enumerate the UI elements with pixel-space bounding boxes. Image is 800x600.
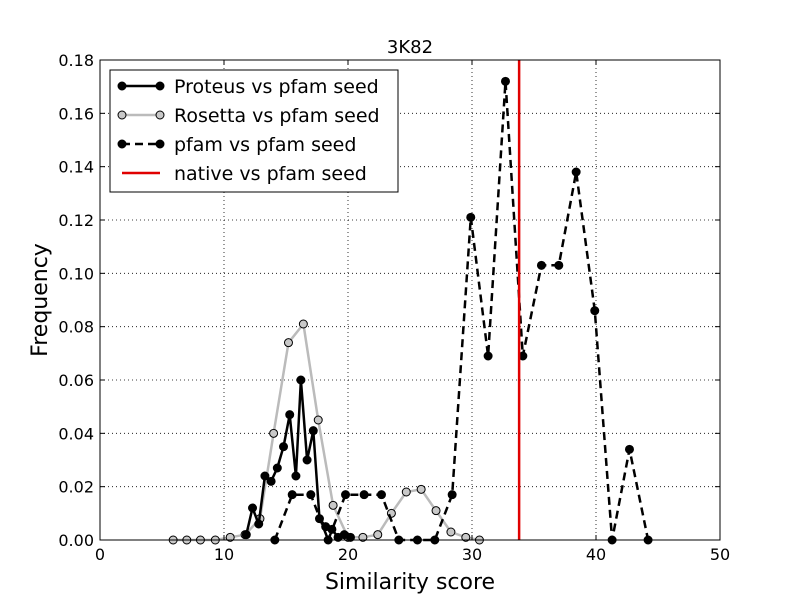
proteus-vs-pfam-seed-point [291, 471, 301, 481]
rosetta-vs-pfam-seed-point [269, 428, 279, 438]
y-tick-label: 0.18 [58, 51, 94, 70]
legend-marker [155, 81, 165, 91]
proteus-vs-pfam-seed-point [279, 442, 289, 452]
pfam-vs-pfam-seed-point [376, 490, 386, 500]
legend-item-rosetta-vs-pfam-seed: Rosetta vs pfam seed [117, 105, 380, 127]
y-tick-label: 0.08 [58, 318, 94, 337]
legend-item-proteus-vs-pfam-seed: Proteus vs pfam seed [117, 76, 379, 98]
plot-frame [99, 59, 721, 541]
pfam-vs-pfam-seed-point [287, 490, 297, 500]
proteus-vs-pfam-seed-point [285, 410, 295, 420]
proteus-vs-pfam-seed-point [248, 503, 258, 513]
pfam-vs-pfam-seed-point [554, 260, 564, 270]
y-tick-label: 0.02 [58, 478, 94, 497]
proteus-vs-pfam-seed-point [272, 463, 282, 473]
rosetta-vs-pfam-seed-point [446, 527, 456, 537]
y-tick-label: 0.12 [58, 211, 94, 230]
proteus-vs-pfam-seed-point [260, 471, 270, 481]
rosetta-vs-pfam-seed-point [313, 415, 323, 425]
rosetta-vs-pfam-seed-point [431, 506, 441, 516]
legend-label: Proteus vs pfam seed [174, 76, 379, 98]
chart-title: 3K82 [387, 37, 433, 58]
legend-marker [117, 81, 127, 91]
x-tick-label: 30 [462, 545, 482, 564]
rosetta-vs-pfam-seed-point [461, 532, 471, 542]
y-tick-label: 0.04 [58, 424, 94, 443]
x-tick-label: 50 [710, 545, 730, 564]
x-tick-label: 20 [338, 545, 358, 564]
legend-label: native vs pfam seed [174, 163, 367, 185]
legend: Proteus vs pfam seed Rosetta vs pfam seed… [109, 69, 399, 193]
pfam-vs-pfam-seed-point [624, 444, 634, 454]
legend-box [109, 69, 399, 193]
series-layer [168, 60, 653, 545]
pfam-vs-pfam-seed-point [466, 212, 476, 222]
legend-marker [155, 139, 165, 149]
x-axis-title: Similarity score [325, 570, 495, 595]
y-tick-label: 0.00 [58, 531, 94, 550]
proteus-vs-pfam-seed-point [327, 524, 337, 534]
rosetta-vs-pfam-seed-point [358, 532, 368, 542]
legend-marker [117, 139, 127, 149]
rosetta-vs-pfam-seed-point [298, 319, 308, 329]
pfam-vs-pfam-seed-point [483, 351, 493, 361]
proteus-vs-pfam-seed-point [296, 375, 306, 385]
legend-item-pfam-vs-pfam-seed: pfam vs pfam seed [117, 134, 356, 156]
y-tick-label: 0.16 [58, 104, 94, 123]
legend-marker [155, 110, 165, 120]
pfam-vs-pfam-seed-point [341, 490, 351, 500]
x-tick-label: 10 [214, 545, 234, 564]
pfam-vs-pfam-seed-point [571, 167, 581, 177]
rosetta-vs-pfam-seed-point [373, 530, 383, 540]
legend-item-native-vs-pfam-seed: native vs pfam seed [122, 163, 367, 185]
series-rosetta-vs-pfam-seed [168, 319, 484, 545]
x-tick-label: 40 [586, 545, 606, 564]
proteus-vs-pfam-seed-point [314, 514, 324, 524]
pfam-vs-pfam-seed-point [590, 306, 600, 316]
pfam-vs-pfam-seed-point [447, 490, 457, 500]
x-tick-label: 0 [95, 545, 105, 564]
rosetta-vs-pfam-seed-point [225, 532, 235, 542]
y-tick-label: 0.10 [58, 264, 94, 283]
pfam-vs-pfam-seed-point [536, 260, 546, 270]
pfam-vs-pfam-seed-point [500, 76, 510, 86]
legend-marker [117, 110, 127, 120]
rosetta-vs-pfam-seed-line [173, 322, 480, 542]
series-proteus-vs-pfam-seed [241, 375, 355, 542]
proteus-vs-pfam-seed-point [302, 455, 312, 465]
pfam-vs-pfam-seed-point [359, 490, 369, 500]
rosetta-vs-pfam-seed-point [328, 500, 338, 510]
proteus-vs-pfam-seed-point [254, 519, 264, 529]
legend-label: Rosetta vs pfam seed [174, 105, 380, 127]
y-axis-title: Frequency [28, 243, 53, 357]
pfam-vs-pfam-seed-line [273, 80, 650, 542]
y-tick-label: 0.14 [58, 158, 94, 177]
proteus-vs-pfam-seed-point [266, 476, 276, 486]
axis-ticks: 0 10 20 30 40 50 0.00 0.02 0.04 0.06 0.08 0.10 0.12 0… [58, 51, 730, 564]
rosetta-vs-pfam-seed-point [401, 487, 411, 497]
rosetta-vs-pfam-seed-point [416, 484, 426, 494]
legend-label: pfam vs pfam seed [174, 134, 356, 156]
proteus-vs-pfam-seed-point [241, 530, 251, 540]
rosetta-vs-pfam-seed-point [283, 338, 293, 348]
proteus-vs-pfam-seed-point [308, 426, 318, 436]
y-tick-label: 0.06 [58, 371, 94, 390]
pfam-vs-pfam-seed-point [306, 490, 316, 500]
